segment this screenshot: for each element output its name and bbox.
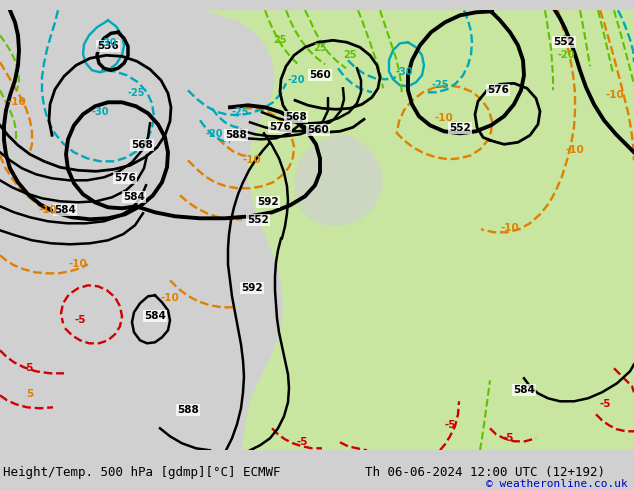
Text: 25: 25 — [313, 43, 327, 53]
Text: 584: 584 — [123, 192, 145, 202]
Text: 584: 584 — [54, 205, 76, 215]
Text: 584: 584 — [513, 385, 535, 395]
Text: -25: -25 — [127, 88, 145, 98]
Text: 576: 576 — [487, 85, 509, 95]
Text: -30: -30 — [395, 67, 413, 77]
Text: © weatheronline.co.uk: © weatheronline.co.uk — [486, 479, 628, 489]
Text: 25: 25 — [343, 50, 357, 60]
Text: -5: -5 — [502, 433, 514, 443]
Text: -5: -5 — [599, 399, 611, 409]
Text: -10: -10 — [605, 90, 624, 100]
Text: Th 06-06-2024 12:00 UTC (12+192): Th 06-06-2024 12:00 UTC (12+192) — [365, 466, 605, 479]
Text: -30: -30 — [100, 38, 117, 49]
Text: -10: -10 — [8, 98, 27, 107]
Text: 576: 576 — [114, 173, 136, 183]
Text: 25: 25 — [273, 35, 287, 45]
Text: 552: 552 — [247, 215, 269, 225]
Text: Height/Temp. 500 hPa [gdmp][°C] ECMWF: Height/Temp. 500 hPa [gdmp][°C] ECMWF — [3, 466, 281, 479]
Text: -10: -10 — [68, 259, 87, 270]
Text: -25: -25 — [231, 107, 249, 117]
Text: -10: -10 — [39, 205, 57, 215]
Text: 560: 560 — [307, 125, 329, 135]
Text: 5: 5 — [27, 389, 34, 399]
Text: -20: -20 — [287, 75, 305, 85]
Text: 588: 588 — [225, 130, 247, 140]
Text: -25: -25 — [431, 80, 449, 90]
Text: 568: 568 — [131, 140, 153, 150]
Text: -10: -10 — [435, 113, 453, 123]
Text: -10: -10 — [160, 294, 179, 303]
Text: -10: -10 — [243, 155, 261, 165]
Text: -30: -30 — [91, 107, 109, 117]
Text: -20: -20 — [557, 50, 575, 60]
Text: 588: 588 — [177, 405, 199, 416]
Text: 552: 552 — [449, 123, 471, 133]
Text: 576: 576 — [269, 122, 291, 132]
Text: 592: 592 — [257, 197, 279, 207]
Text: -5: -5 — [74, 315, 86, 325]
Text: 536: 536 — [97, 41, 119, 51]
Polygon shape — [205, 10, 634, 450]
Text: 568: 568 — [285, 112, 307, 122]
Text: 584: 584 — [144, 311, 166, 321]
Text: 560: 560 — [309, 70, 331, 80]
Text: 552: 552 — [553, 37, 575, 48]
Polygon shape — [294, 134, 383, 226]
Text: -5: -5 — [22, 363, 34, 373]
Text: -10: -10 — [501, 223, 519, 233]
Text: -5: -5 — [296, 437, 307, 447]
Text: -10: -10 — [566, 146, 585, 155]
Text: -20: -20 — [205, 129, 223, 139]
Text: 592: 592 — [241, 283, 263, 294]
Text: -5: -5 — [444, 420, 456, 430]
